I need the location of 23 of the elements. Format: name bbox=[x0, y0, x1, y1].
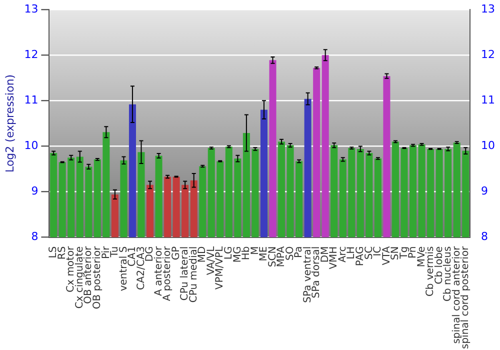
y-tick-label: 8 bbox=[31, 230, 38, 244]
y2-tick-label: 13 bbox=[481, 2, 496, 16]
y-axis-title: Log2 (expression) bbox=[3, 74, 16, 172]
y-tick-label: 13 bbox=[24, 2, 38, 16]
y2-tick-label: 9 bbox=[481, 184, 488, 198]
y2-tick-label: 8 bbox=[481, 230, 488, 244]
y2-tick-label: 11 bbox=[481, 94, 496, 107]
x-tick-label: spinal cord posterior bbox=[460, 245, 472, 350]
y-tick-label: 11 bbox=[24, 94, 38, 107]
y2-tick-label: 12 bbox=[481, 48, 496, 61]
y2-tick-label: 10 bbox=[481, 139, 496, 152]
y-tick-label: 12 bbox=[24, 48, 38, 61]
x-tick-label: OB posterior bbox=[92, 245, 104, 310]
x-tick-label: Pa bbox=[294, 246, 305, 258]
y-tick-label: 10 bbox=[24, 139, 38, 152]
x-tick-label: Tg bbox=[398, 246, 410, 260]
x-tick-label: Cb lobe bbox=[434, 246, 445, 284]
x-tick-label: GP bbox=[170, 246, 182, 260]
x-tick-label: RS bbox=[56, 246, 68, 260]
x-tick-label: MVe bbox=[416, 246, 428, 268]
x-tick-label: DG bbox=[144, 246, 156, 262]
y-tick-label: 9 bbox=[31, 184, 38, 198]
x-tick-label: A posterior bbox=[162, 245, 174, 302]
